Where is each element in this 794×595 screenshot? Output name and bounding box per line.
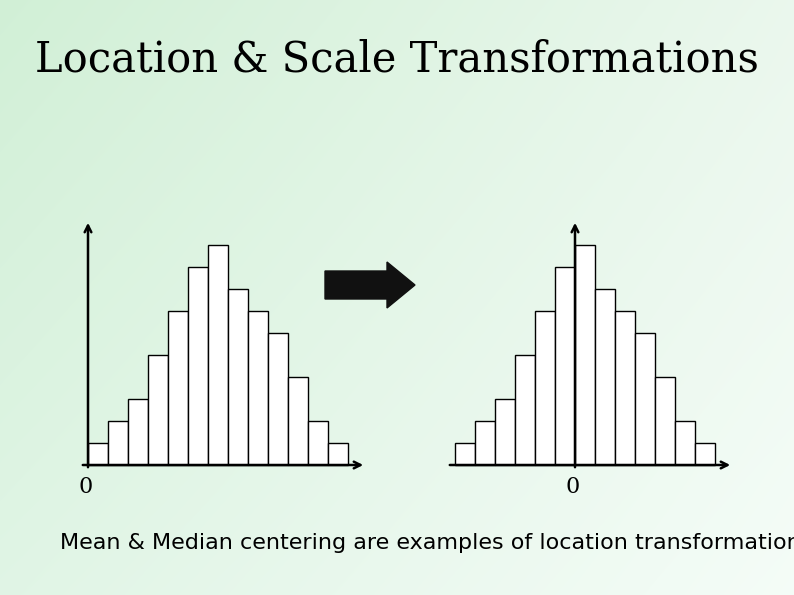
Bar <box>168 311 188 465</box>
Bar <box>675 421 695 465</box>
Bar <box>248 311 268 465</box>
Bar <box>328 443 348 465</box>
Bar <box>515 355 535 465</box>
Text: 0: 0 <box>79 476 93 498</box>
Bar <box>475 421 495 465</box>
Bar <box>615 311 635 465</box>
FancyArrow shape <box>325 262 415 308</box>
Text: Mean & Median centering are examples of location transformations: Mean & Median centering are examples of … <box>60 533 794 553</box>
Bar <box>455 443 475 465</box>
Text: Location & Scale Transformations: Location & Scale Transformations <box>35 39 759 81</box>
Bar <box>635 333 655 465</box>
Bar <box>108 421 128 465</box>
Bar <box>555 267 575 465</box>
Bar <box>535 311 555 465</box>
Bar <box>655 377 675 465</box>
Bar <box>88 443 108 465</box>
Bar <box>148 355 168 465</box>
Bar <box>495 399 515 465</box>
Bar <box>575 245 595 465</box>
Bar <box>188 267 208 465</box>
Bar <box>208 245 228 465</box>
Text: 0: 0 <box>566 476 580 498</box>
Bar <box>308 421 328 465</box>
Bar <box>228 289 248 465</box>
Bar <box>128 399 148 465</box>
Bar <box>288 377 308 465</box>
Bar <box>595 289 615 465</box>
Bar <box>268 333 288 465</box>
Bar <box>695 443 715 465</box>
